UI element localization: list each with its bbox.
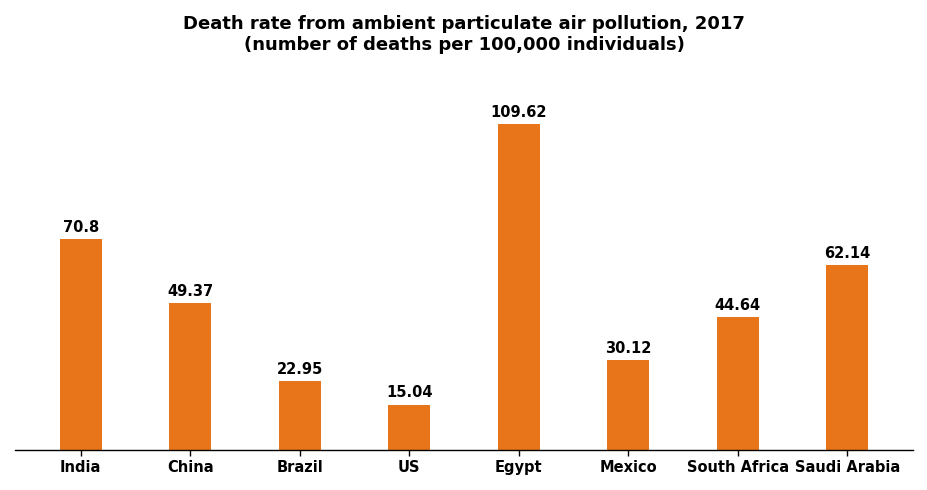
Text: 70.8: 70.8 (62, 220, 99, 235)
Bar (170, 303, 210, 450)
Text: 62.14: 62.14 (823, 245, 870, 261)
Bar (279, 381, 320, 450)
Bar (717, 317, 757, 450)
Bar (498, 124, 539, 450)
Bar (60, 240, 101, 450)
Text: 49.37: 49.37 (167, 284, 213, 298)
Text: 30.12: 30.12 (604, 341, 651, 356)
Text: 22.95: 22.95 (276, 362, 323, 377)
Text: 109.62: 109.62 (490, 105, 546, 120)
Bar (826, 265, 867, 450)
Bar (607, 360, 648, 450)
Title: Death rate from ambient particulate air pollution, 2017
(number of deaths per 10: Death rate from ambient particulate air … (183, 15, 744, 54)
Text: 15.04: 15.04 (386, 386, 432, 400)
Text: 44.64: 44.64 (714, 297, 760, 313)
Bar (388, 405, 429, 450)
